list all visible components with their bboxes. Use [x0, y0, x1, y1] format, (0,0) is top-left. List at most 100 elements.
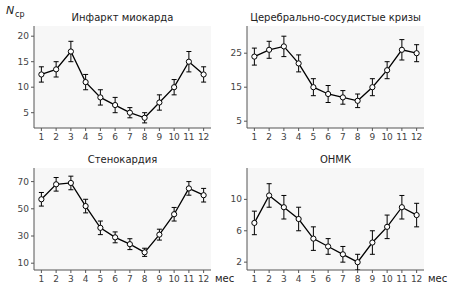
y-tick-label: 70 [18, 177, 30, 187]
y-tick-label: 10 [18, 82, 30, 92]
x-tick-label: 8 [142, 274, 148, 284]
x-tick-label: 5 [98, 274, 104, 284]
x-tick-label: 7 [340, 274, 346, 284]
x-tick [144, 270, 145, 273]
point [385, 224, 390, 229]
line [41, 183, 203, 252]
x-tick [401, 270, 402, 273]
point [54, 182, 59, 187]
x-axis [247, 270, 424, 271]
x-tick-label: 6 [112, 274, 118, 284]
plot-area [247, 26, 424, 128]
x-tick [283, 270, 284, 273]
y-tick [244, 87, 247, 88]
x-tick [203, 128, 204, 131]
error-bar [157, 229, 162, 240]
error-bar [355, 254, 360, 270]
x-axis-label: мес [215, 273, 234, 284]
x-tick-label: 6 [325, 274, 331, 284]
x-tick-label: 4 [83, 132, 89, 142]
error-bar [186, 52, 191, 72]
x-tick [174, 270, 175, 273]
error-bar [281, 36, 286, 56]
point [326, 244, 331, 249]
x-tick [70, 128, 71, 131]
error-bar [68, 176, 73, 190]
point [98, 225, 103, 230]
point [355, 98, 360, 103]
y-tick [244, 199, 247, 200]
error-bar [311, 79, 316, 96]
error-bar [252, 211, 257, 235]
x-tick [313, 270, 314, 273]
data-group [39, 176, 206, 256]
error-bar [172, 80, 177, 95]
point [157, 232, 162, 237]
point [142, 250, 147, 255]
point [399, 47, 404, 52]
y-tick-label: 30 [18, 231, 30, 241]
x-tick-label: 2 [53, 132, 59, 142]
x-tick [342, 270, 343, 273]
error-bar [142, 248, 147, 256]
x-tick-label: 7 [340, 132, 346, 142]
plot-area [34, 168, 211, 270]
x-axis [247, 128, 424, 129]
x-tick [144, 128, 145, 131]
point [414, 51, 419, 56]
error-bar [267, 41, 272, 58]
error-bar [296, 55, 301, 72]
point [385, 68, 390, 73]
panel: 10305070123456789101112Стенокардиямес [18, 154, 235, 284]
error-bar [370, 231, 375, 255]
x-axis [34, 270, 211, 271]
x-tick-label: 12 [411, 132, 422, 142]
panel-title: Стенокардия [88, 154, 158, 165]
point [172, 85, 177, 90]
error-bar [157, 95, 162, 110]
point [252, 220, 257, 225]
x-tick [70, 270, 71, 273]
y-tick [244, 121, 247, 122]
error-bar [54, 178, 59, 192]
error-bar [54, 62, 59, 77]
x-tick [372, 270, 373, 273]
x-tick-label: 9 [157, 132, 163, 142]
x-tick-label: 6 [112, 132, 118, 142]
x-tick-label: 11 [396, 132, 407, 142]
x-tick [115, 270, 116, 273]
x-tick-label: 3 [281, 274, 287, 284]
point [186, 186, 191, 191]
error-bar [385, 62, 390, 79]
x-tick [188, 270, 189, 273]
error-bar [127, 108, 132, 118]
x-tick [100, 128, 101, 131]
x-tick-label: 11 [396, 274, 407, 284]
error-bar [370, 79, 375, 96]
x-tick [401, 128, 402, 131]
point [172, 212, 177, 217]
error-bar [127, 239, 132, 250]
point [370, 240, 375, 245]
x-tick [328, 270, 329, 273]
x-tick [387, 270, 388, 273]
x-tick [188, 128, 189, 131]
x-tick-label: 2 [266, 274, 272, 284]
x-tick [85, 128, 86, 131]
x-axis-label: мес [428, 273, 447, 284]
error-bar [113, 232, 118, 243]
point [311, 85, 316, 90]
line [254, 46, 416, 100]
x-tick-label: 9 [157, 274, 163, 284]
x-tick-label: 3 [281, 132, 287, 142]
error-bar [83, 74, 88, 89]
error-bar [98, 90, 103, 105]
x-tick [115, 128, 116, 131]
x-axis [34, 128, 211, 129]
point [39, 72, 44, 77]
x-tick-label: 8 [355, 274, 361, 284]
panel: 51525123456789101112Церебрально-сосудист… [231, 12, 424, 142]
point [98, 95, 103, 100]
x-tick-label: 7 [127, 274, 133, 284]
y-tick [31, 181, 34, 182]
